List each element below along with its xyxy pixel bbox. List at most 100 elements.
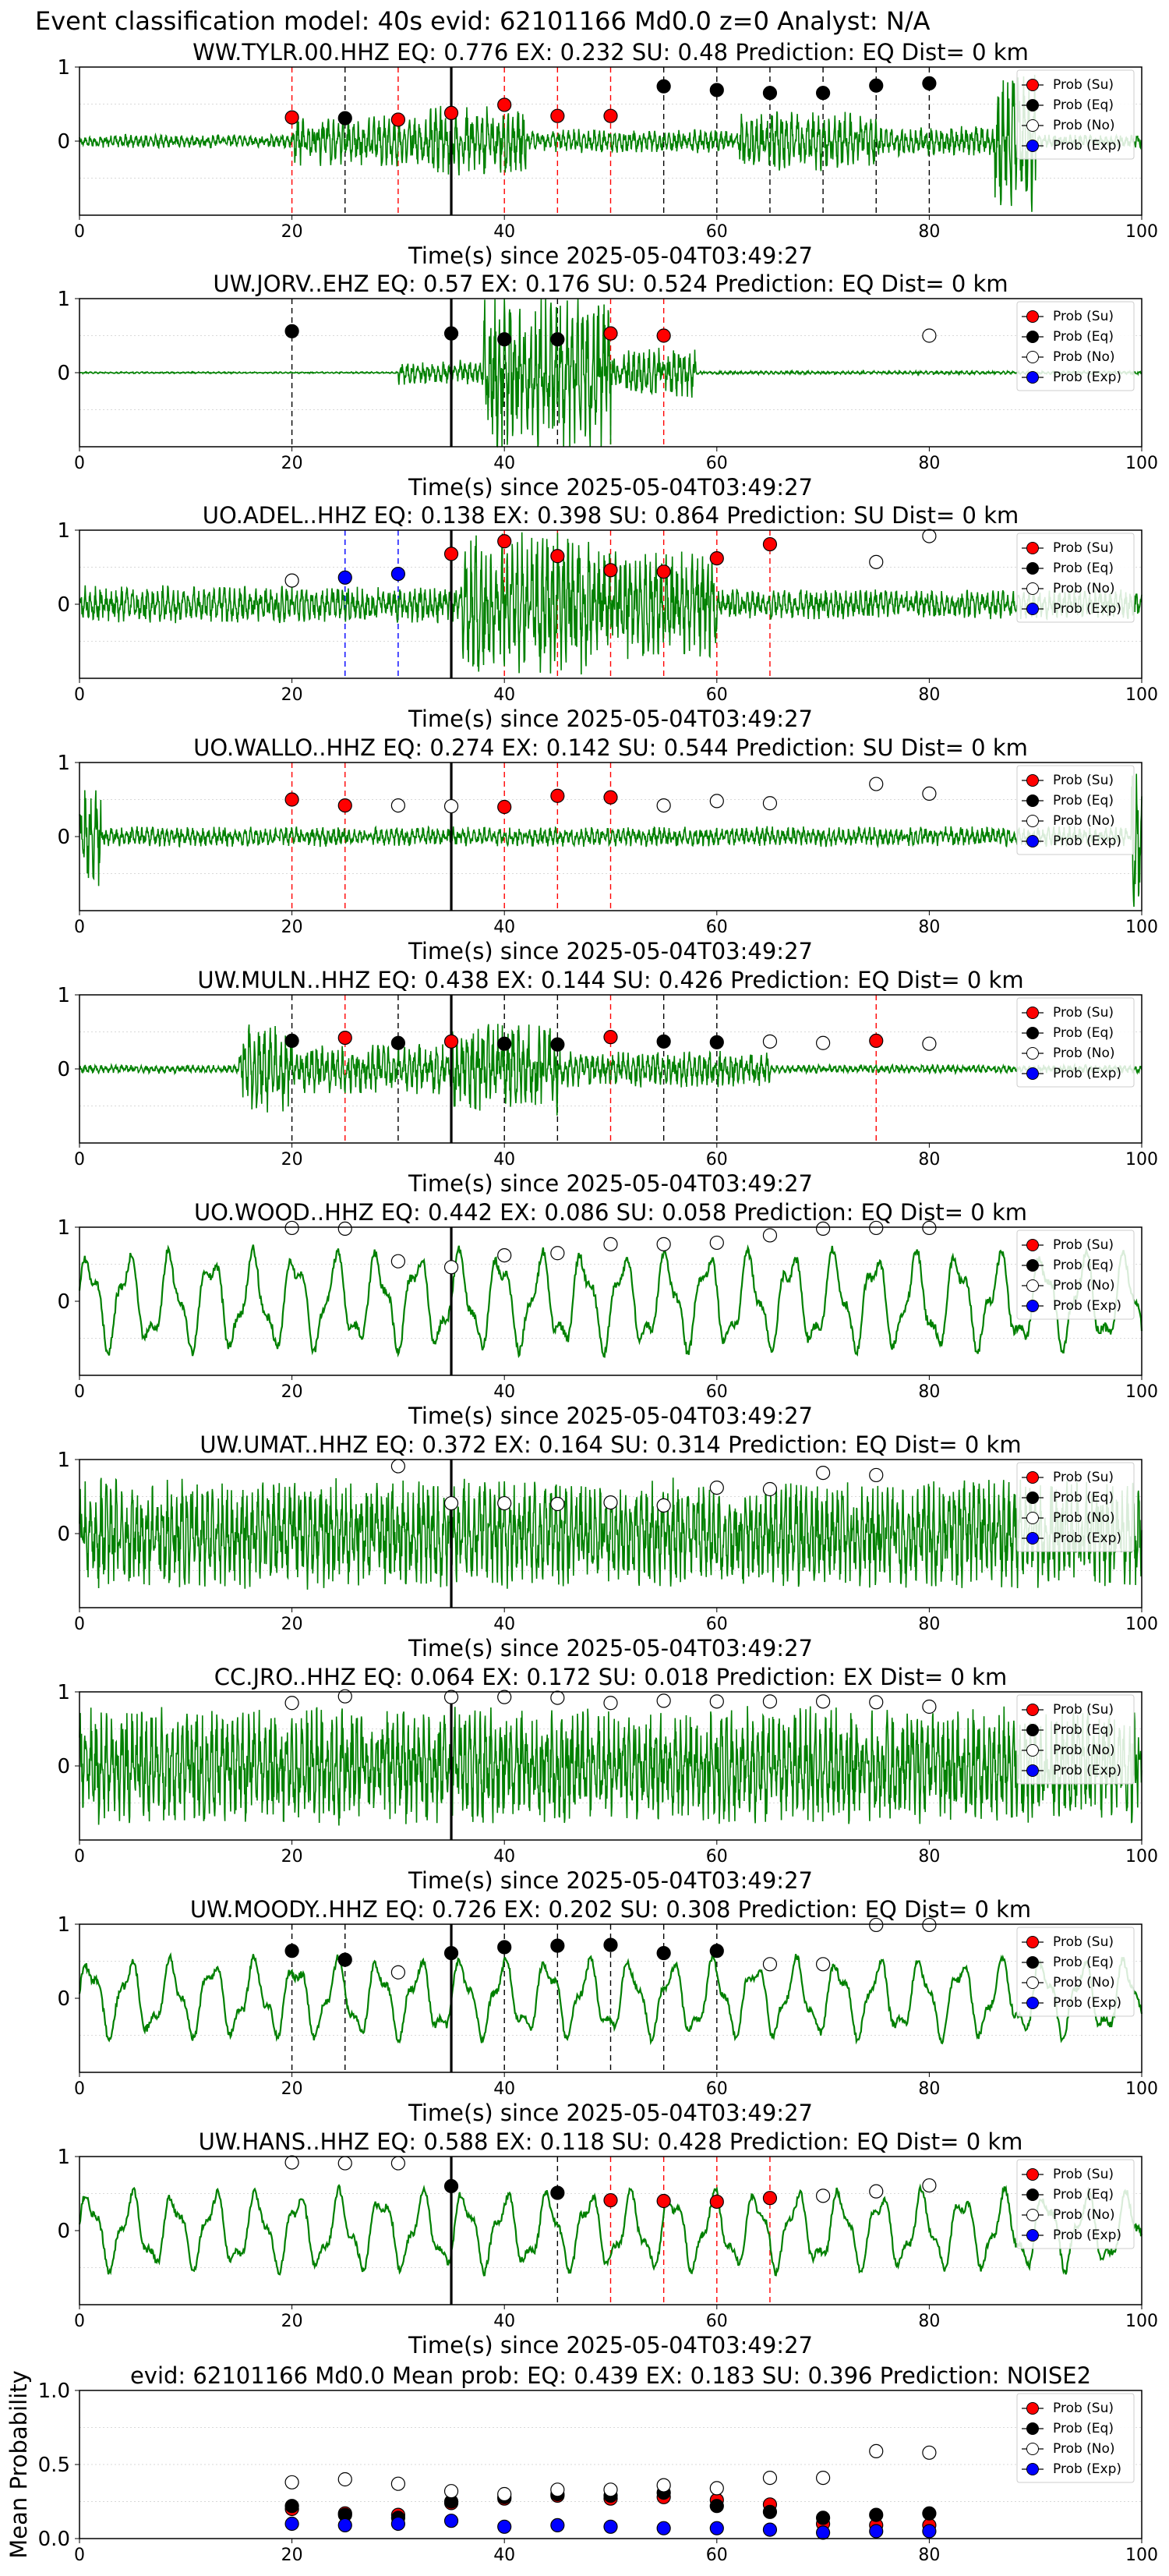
prob-marker-no [390, 1459, 405, 1474]
prob-marker-no [497, 1495, 512, 1511]
x-tick-label: 60 [706, 1150, 728, 1169]
legend-label: Prob (Eq) [1053, 2187, 1114, 2203]
mean-marker-exp [337, 2518, 352, 2532]
waveform-trace [79, 1477, 1143, 1590]
x-tick-label: 100 [1125, 1382, 1158, 1402]
legend-marker-no [1026, 119, 1039, 132]
legend-label: Prob (Exp) [1053, 601, 1121, 617]
prob-marker-no [550, 1246, 565, 1261]
legend-marker-su [1026, 1239, 1039, 1251]
legend-label: Prob (No) [1053, 1975, 1115, 1990]
prob-marker-no [284, 1696, 299, 1711]
station-panel: UW.MOODY..HHZ EQ: 0.726 EX: 0.202 SU: 0.… [57, 1896, 1158, 2126]
legend-label: Prob (Su) [1053, 1934, 1114, 1950]
mean-marker-exp [443, 2514, 459, 2528]
x-tick-label: 40 [493, 454, 515, 473]
prob-marker-no [922, 1220, 937, 1236]
prob-marker-eq [390, 1035, 405, 1050]
x-tick-label: 100 [1125, 1615, 1158, 1634]
legend-label: Prob (Exp) [1053, 833, 1121, 849]
prob-marker-eq [497, 332, 512, 347]
prob-marker-su [656, 328, 671, 343]
legend-marker-su [1026, 1704, 1039, 1716]
mean-marker-no [603, 2482, 618, 2497]
prob-marker-no [922, 1699, 937, 1714]
y-tick-label: 1 [57, 1449, 70, 1472]
mean-marker-no [550, 2482, 565, 2497]
prob-marker-eq [550, 1037, 565, 1052]
prob-marker-no [709, 1694, 724, 1709]
station-panel: UW.HANS..HHZ EQ: 0.588 EX: 0.118 SU: 0.4… [57, 2128, 1158, 2358]
prob-marker-eq [709, 1035, 724, 1049]
station-panel: UW.JORV..EHZ EQ: 0.57 EX: 0.176 SU: 0.52… [57, 271, 1158, 501]
legend-label: Prob (Exp) [1053, 1530, 1121, 1546]
y-tick-label: 0 [57, 2220, 70, 2243]
station-panel: CC.JRO..HHZ EQ: 0.064 EX: 0.172 SU: 0.01… [57, 1664, 1158, 1894]
legend-marker-su [1026, 774, 1039, 787]
mean-marker-no [443, 2484, 459, 2499]
x-tick-label: 100 [1125, 2079, 1158, 2099]
legend-label: Prob (Exp) [1053, 1066, 1121, 1081]
prob-marker-no [869, 2184, 884, 2199]
station-panel: UO.ADEL..HHZ EQ: 0.138 EX: 0.398 SU: 0.8… [57, 502, 1158, 732]
legend-marker-eq [1026, 794, 1039, 807]
prob-marker-no [922, 1036, 937, 1051]
prob-marker-no [815, 1694, 831, 1709]
x-tick-label: 40 [493, 222, 515, 242]
y-tick-label: 0 [57, 826, 70, 849]
prob-marker-no [869, 1467, 884, 1483]
prob-marker-no [337, 1689, 352, 1704]
prob-marker-no [443, 1690, 459, 1704]
x-tick-label: 0 [74, 2312, 85, 2331]
legend-box [1016, 301, 1135, 391]
waveform-trace [79, 1706, 1143, 1826]
legend-marker-su [1026, 542, 1039, 554]
legend-label: Prob (Exp) [1053, 2461, 1121, 2477]
prob-marker-eq [869, 78, 884, 93]
prob-marker-eq [284, 1944, 299, 1959]
x-axis-label: Time(s) since 2025-05-04T03:49:27 [408, 1403, 813, 1429]
x-axis-label: Time(s) since 2025-05-04T03:49:27 [408, 1170, 813, 1197]
prob-marker-no [869, 1695, 884, 1710]
prob-marker-no [390, 1254, 405, 1269]
mean-marker-exp [656, 2521, 671, 2535]
prob-marker-no [390, 798, 405, 813]
prob-marker-no [656, 798, 671, 813]
legend-label: Prob (Exp) [1053, 1995, 1121, 2011]
x-tick-label: 80 [918, 222, 940, 242]
panel-title: UW.HANS..HHZ EQ: 0.588 EX: 0.118 SU: 0.4… [199, 2128, 1023, 2155]
mean-marker-no [869, 2443, 884, 2458]
prob-marker-su [656, 2193, 671, 2209]
prob-marker-su [284, 792, 299, 807]
prob-marker-no [284, 573, 299, 588]
x-tick-label: 80 [918, 685, 940, 705]
prob-marker-eq [922, 76, 937, 91]
legend-label: Prob (Exp) [1053, 138, 1121, 154]
panel-title: UW.MOODY..HHZ EQ: 0.726 EX: 0.202 SU: 0.… [190, 1896, 1031, 1923]
prob-marker-su [550, 108, 565, 123]
legend-label: Prob (No) [1053, 1046, 1115, 1061]
x-tick-label: 60 [706, 2546, 728, 2565]
prob-marker-su [443, 105, 459, 120]
prob-marker-exp [390, 566, 405, 582]
legend-marker-exp [1026, 1997, 1039, 2009]
prob-marker-no [443, 1260, 459, 1275]
legend-label: Prob (Exp) [1053, 2227, 1121, 2243]
x-tick-label: 80 [918, 1615, 940, 1634]
prob-marker-no [922, 529, 937, 543]
prob-marker-no [762, 1957, 778, 1972]
prob-marker-no [284, 2155, 299, 2170]
legend-marker-no [1026, 1279, 1039, 1292]
y-tick-label: 0.5 [38, 2454, 70, 2477]
panel-title: UW.UMAT..HHZ EQ: 0.372 EX: 0.164 SU: 0.3… [200, 1431, 1021, 1458]
panel-title: evid: 62101166 Md0.0 Mean prob: EQ: 0.43… [130, 2362, 1091, 2389]
prob-marker-no [709, 1480, 724, 1495]
y-tick-label: 0 [57, 1987, 70, 2011]
prob-marker-eq [550, 1938, 565, 1953]
y-tick-label: 0 [57, 130, 70, 154]
y-tick-label: 1 [57, 752, 70, 775]
legend-marker-no [1026, 2209, 1039, 2221]
x-tick-label: 20 [281, 1615, 303, 1634]
prob-marker-exp [337, 570, 352, 585]
prob-marker-eq [603, 1937, 618, 1952]
